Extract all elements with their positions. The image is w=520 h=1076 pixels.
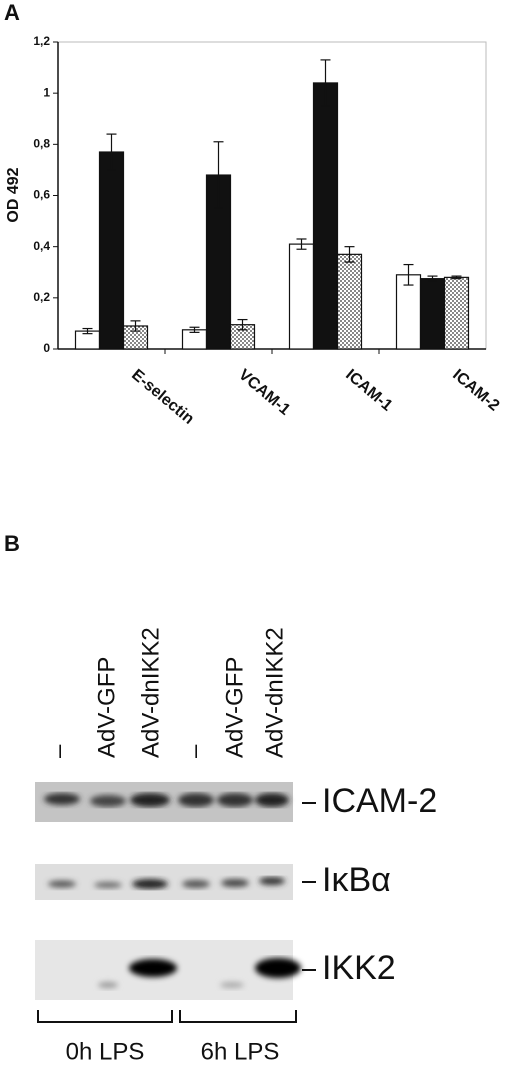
lane-label: AdV-GFP [221,657,248,758]
y-tick-label: 0,2 [33,290,50,304]
panel-label: A [4,0,20,25]
bar [312,82,339,350]
error-bar [130,320,141,332]
lane-label: – [45,744,72,758]
error-bar [213,141,224,209]
blot-bands [48,877,285,889]
lane-label: AdV-GFP [93,657,120,758]
lane-label: – [181,744,208,758]
y-tick-label: 1,2 [33,34,50,48]
error-bar [82,327,93,335]
error-bar [296,238,307,250]
x-tick-label: E-selectin [128,366,197,428]
error-bar [237,318,248,331]
group-label: 0h LPS [66,1038,145,1065]
x-tick-label: ICAM-2 [449,366,502,415]
blot-bands [44,793,289,807]
bar [98,151,125,350]
lane-labels: – AdV-GFP AdV-dnIKK2– AdV-GFP AdV-dnIKK2 [45,627,288,758]
blot-dashes [302,802,316,971]
error-bar [189,326,200,333]
y-tick-label: 0 [43,341,50,355]
bar [419,278,446,350]
error-bar [344,246,355,263]
bar [288,243,315,350]
y-tick-label: 0,4 [33,239,50,253]
blot-label: ICAM-2 [322,782,437,820]
y-tick-label: 0,6 [33,188,50,202]
blot-bands [98,958,301,988]
error-bar [427,275,438,282]
group-label: 6h LPS [201,1038,280,1065]
error-bar [451,275,462,280]
error-bar [106,133,117,171]
error-bar [403,263,414,286]
blot-label: IKK2 [322,949,396,987]
bar [395,274,422,350]
bar [443,276,470,350]
bar [336,253,363,350]
x-tick-label: ICAM-1 [342,366,395,415]
lane-label: AdV-dnIKK2 [261,627,288,758]
panel-label: B [4,531,20,556]
x-tick-label: VCAM-1 [235,366,293,419]
blot-label: IκBα [322,861,391,899]
group-brackets [37,1010,297,1023]
error-bar [320,59,331,107]
y-tick-label: 1 [43,85,50,99]
lane-label: AdV-dnIKK2 [137,627,164,758]
y-axis-title: OD 492 [5,167,22,222]
y-tick-label: 0,8 [33,137,50,151]
